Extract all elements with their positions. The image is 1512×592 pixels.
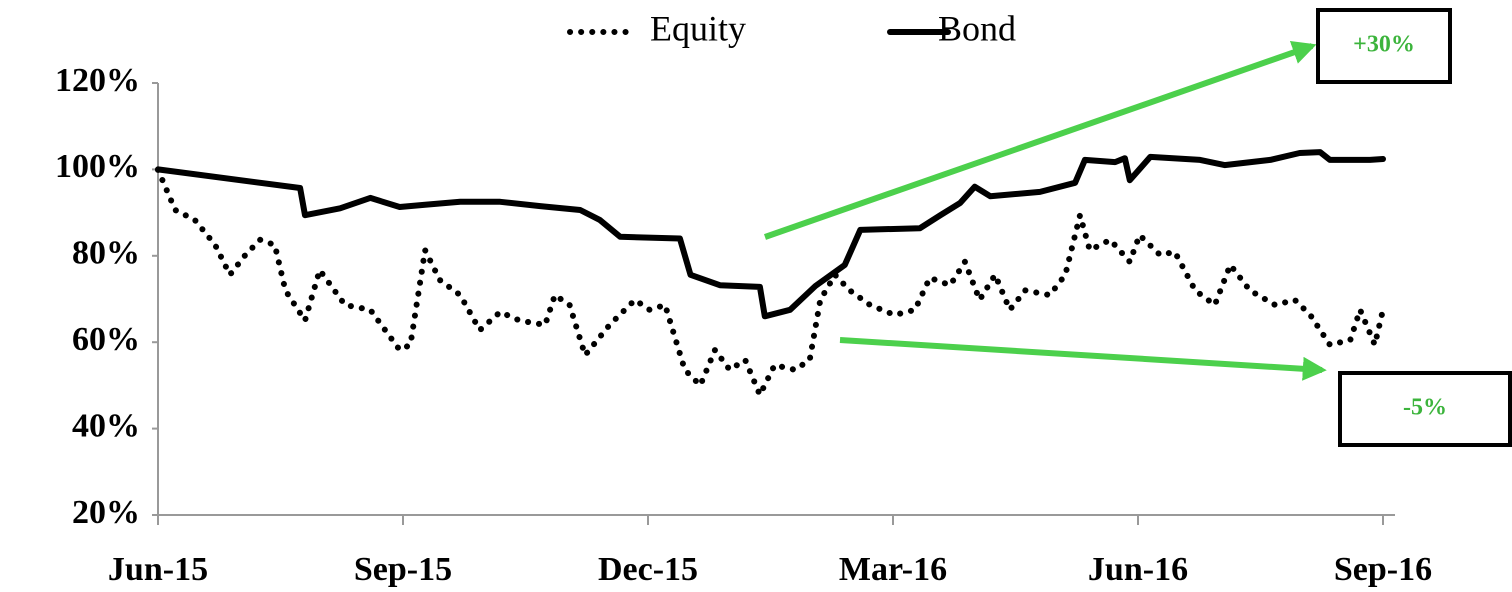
arrow-up	[764, 41, 1317, 240]
x-tick-label: Sep-15	[354, 551, 452, 588]
legend-label: Equity	[650, 8, 746, 48]
x-tick-label: Mar-16	[839, 551, 947, 588]
annotation: +30%	[1353, 32, 1415, 58]
arrow-down	[839, 337, 1327, 381]
y-tick-label: 20%	[72, 494, 140, 531]
x-tick-label: Jun-15	[108, 551, 208, 588]
legend-label: Bond	[938, 8, 1016, 48]
series-line	[155, 149, 1386, 320]
y-tick-label: 100%	[55, 148, 140, 185]
annotation-box	[1338, 371, 1512, 447]
y-tick-label: 40%	[72, 407, 140, 444]
annotation: -5%	[1403, 395, 1447, 421]
series-line	[155, 166, 1386, 398]
annotation-box	[1316, 8, 1452, 84]
y-tick-label: 120%	[55, 62, 140, 99]
x-tick-label: Sep-16	[1334, 551, 1432, 588]
x-tick-label: Jun-16	[1088, 551, 1188, 588]
y-tick-label: 80%	[72, 235, 140, 272]
y-tick-label: 60%	[72, 321, 140, 358]
x-tick-label: Dec-15	[598, 551, 698, 588]
